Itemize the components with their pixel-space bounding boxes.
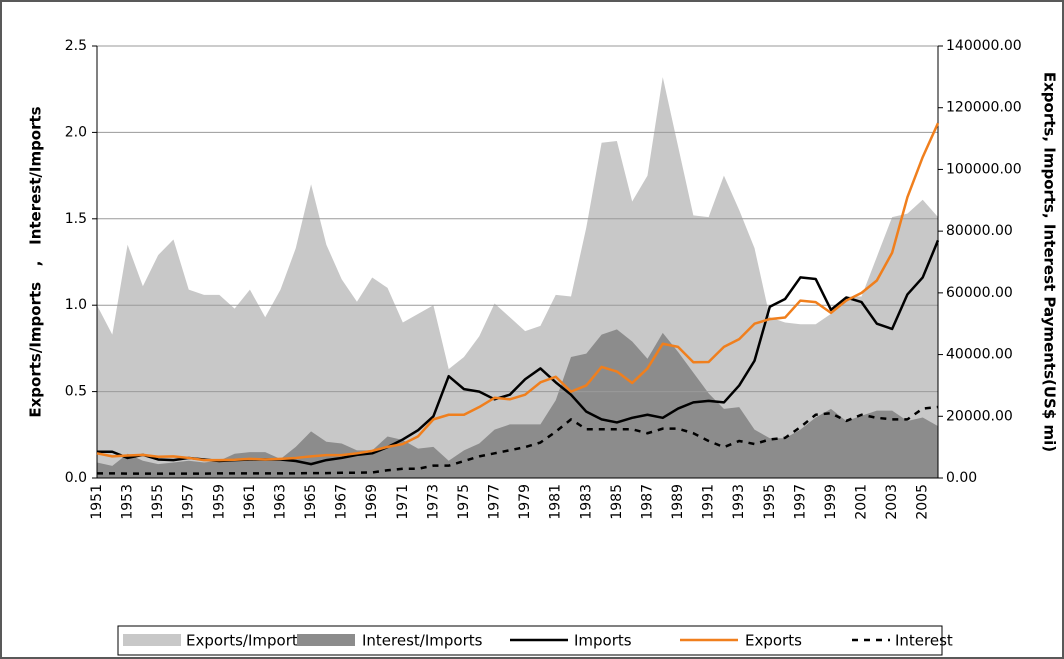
y2-tick-label: 120000.00 [946,100,1022,116]
x-tick-label: 1951 [89,484,105,520]
y-tick-label: 0.5 [65,384,87,400]
x-tick-label: 1977 [487,484,503,520]
y-tick-label: 1.0 [65,297,87,313]
x-tick-label: 2003 [884,484,900,520]
x-tick-label: 1999 [823,484,839,520]
x-tick-label: 1965 [303,484,319,520]
legend-label: Interest/Imports [362,632,483,650]
legend-label: Interest [895,632,953,650]
y2-tick-label: 100000.00 [946,161,1022,177]
x-tick-label: 1961 [242,484,258,520]
y-tick-label: 2.0 [65,124,87,140]
x-tick-label: 1983 [578,484,594,520]
x-tick-label: 1957 [181,484,197,520]
legend-label: Exports [745,632,802,650]
x-tick-label: 1973 [425,484,441,520]
x-tick-label: 1989 [670,484,686,520]
y2-tick-label: 40000.00 [946,347,1013,363]
x-tick-label: 1959 [211,484,227,520]
x-tick-label: 1993 [731,484,747,520]
x-tick-label: 1955 [150,484,166,520]
x-tick-label: 2005 [915,484,931,520]
x-tick-label: 1985 [609,484,625,520]
x-tick-label: 1987 [639,484,655,520]
y2-tick-label: 140000.00 [946,38,1022,54]
line [97,405,939,475]
x-tick-label: 1953 [120,484,136,520]
legend-swatch [297,634,355,646]
x-tick-label: 1979 [517,484,533,520]
y2-tick-label: 60000.00 [946,285,1013,301]
y2-axis-title: Exports, Imports, Interest Payments(US$ … [1041,72,1059,452]
legend-label: Imports [574,632,632,650]
y-axis-title: Exports/Imports , Interest/Imports [27,106,45,417]
line [96,122,940,462]
x-tick-label: 1967 [334,484,350,520]
y-tick-label: 2.5 [65,38,87,54]
legend-label: Exports/Imports [186,632,306,650]
x-tick-label: 1995 [762,484,778,520]
y-tick-label: 1.5 [65,211,87,227]
area [97,329,938,478]
legend-swatch [123,634,181,646]
x-tick-label: 1991 [701,484,717,520]
x-tick-label: 1997 [792,484,808,520]
y2-tick-label: 20000.00 [946,408,1013,424]
x-tick-label: 1963 [272,484,288,520]
area [97,77,938,478]
y2-tick-label: 80000.00 [946,223,1013,239]
x-tick-label: 1975 [456,484,472,520]
y2-tick-label: 0.00 [946,470,977,486]
y-tick-label: 0.0 [65,470,87,486]
x-tick-label: 2001 [854,484,870,520]
x-tick-label: 1971 [395,484,411,520]
x-tick-label: 1981 [548,484,564,520]
x-tick-label: 1969 [364,484,380,520]
